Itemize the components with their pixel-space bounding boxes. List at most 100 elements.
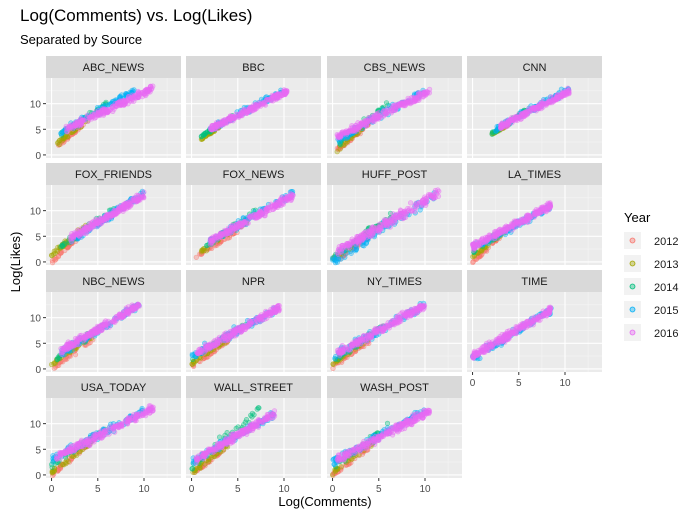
data-point-2016 xyxy=(371,112,377,118)
data-point-2012 xyxy=(193,254,199,260)
data-point-2016 xyxy=(396,102,402,108)
data-point-2016 xyxy=(215,233,221,239)
data-point-2016 xyxy=(68,125,74,131)
chart-title: Log(Comments) vs. Log(Likes) xyxy=(20,6,253,25)
data-point-2013 xyxy=(49,253,55,259)
data-point-2016 xyxy=(339,243,345,249)
data-point-2013 xyxy=(470,254,476,260)
data-point-2016 xyxy=(284,194,291,200)
facet-huff-post: HUFF_POST xyxy=(327,163,462,266)
data-point-2016 xyxy=(260,99,267,106)
data-point-2016 xyxy=(359,235,366,241)
data-point-2016 xyxy=(412,98,418,104)
y-tick-label: 5 xyxy=(35,125,41,136)
data-point-2016 xyxy=(253,102,259,108)
data-point-2016 xyxy=(421,305,427,311)
data-point-2016 xyxy=(527,213,533,219)
facet-label: FOX_FRIENDS xyxy=(75,169,152,181)
data-point-2016 xyxy=(435,193,442,199)
data-point-2016 xyxy=(282,91,288,98)
data-point-2016 xyxy=(529,105,535,112)
data-point-2016 xyxy=(392,215,398,221)
data-point-2016 xyxy=(552,97,558,103)
data-point-2016 xyxy=(336,246,342,252)
data-point-2016 xyxy=(523,112,529,118)
data-point-2016 xyxy=(482,239,489,245)
data-point-2016 xyxy=(546,98,552,104)
facet-cbs-news: CBS_NEWS xyxy=(327,56,462,158)
data-point-2016 xyxy=(346,241,353,247)
data-point-2016 xyxy=(383,109,389,115)
data-point-2014 xyxy=(61,240,67,246)
data-point-2016 xyxy=(217,121,223,127)
data-point-2016 xyxy=(353,125,359,131)
panel-background xyxy=(46,78,181,158)
data-point-2016 xyxy=(563,91,570,98)
data-point-2016 xyxy=(423,198,430,204)
data-point-2016 xyxy=(120,100,126,106)
data-point-2016 xyxy=(430,192,436,199)
chart-subtitle: Separated by Source xyxy=(20,32,143,47)
facet-npr: NPR xyxy=(186,270,321,372)
data-point-2016 xyxy=(505,224,511,230)
data-point-2016 xyxy=(479,235,485,241)
data-point-2016 xyxy=(248,321,254,328)
data-point-2014 xyxy=(56,355,62,362)
data-point-2016 xyxy=(258,211,264,217)
facet-strip xyxy=(46,56,181,78)
data-point-2016 xyxy=(239,111,245,117)
data-point-2016 xyxy=(348,341,355,348)
data-point-2016 xyxy=(413,200,419,206)
data-point-2016 xyxy=(86,114,93,120)
data-point-2016 xyxy=(245,109,251,115)
panel-background xyxy=(327,78,462,158)
data-point-2016 xyxy=(130,306,136,312)
data-point-2016 xyxy=(227,116,233,122)
data-point-2016 xyxy=(403,310,410,316)
panel-background xyxy=(327,292,462,372)
data-point-2016 xyxy=(349,236,355,242)
y-tick-label: 0 xyxy=(35,258,41,269)
data-point-2016 xyxy=(228,223,235,229)
data-point-2016 xyxy=(499,339,506,345)
data-point-2016 xyxy=(338,351,344,357)
data-point-2016 xyxy=(245,220,251,226)
data-point-2016 xyxy=(234,222,240,228)
data-point-2016 xyxy=(145,88,151,94)
data-point-2016 xyxy=(336,134,342,140)
data-point-2016 xyxy=(119,314,125,320)
y-tick-label: 0 xyxy=(35,151,41,162)
data-point-2016 xyxy=(491,231,498,237)
data-point-2016 xyxy=(196,349,202,355)
y-tick-label: 0 xyxy=(35,365,41,376)
data-point-2016 xyxy=(94,219,100,225)
facet-fox-news: FOX_NEWS xyxy=(186,163,321,265)
data-point-2016 xyxy=(222,227,228,233)
facet-cnn: CNN xyxy=(467,56,602,158)
data-point-2016 xyxy=(132,198,138,204)
data-point-2016 xyxy=(391,102,397,109)
y-tick-label: 5 xyxy=(35,232,41,243)
data-point-2016 xyxy=(536,105,542,111)
facet-ny-times: NY_TIMES xyxy=(327,270,462,372)
data-point-2016 xyxy=(538,100,545,106)
data-point-2016 xyxy=(135,88,141,95)
data-point-2016 xyxy=(69,340,76,346)
data-point-2016 xyxy=(388,108,395,114)
data-point-2016 xyxy=(406,98,412,105)
data-point-2016 xyxy=(361,120,367,127)
data-point-2016 xyxy=(376,109,382,116)
data-point-2016 xyxy=(513,218,520,224)
data-point-2016 xyxy=(250,108,256,114)
data-point-2013 xyxy=(54,140,61,146)
data-point-2016 xyxy=(490,341,496,347)
data-point-2016 xyxy=(545,204,551,211)
data-point-2016 xyxy=(342,345,348,351)
data-point-2016 xyxy=(265,97,272,103)
data-point-2016 xyxy=(265,207,271,213)
facet-label: NY_TIMES xyxy=(367,276,422,288)
facet-label: NPR xyxy=(242,276,265,288)
data-point-2016 xyxy=(510,222,516,228)
